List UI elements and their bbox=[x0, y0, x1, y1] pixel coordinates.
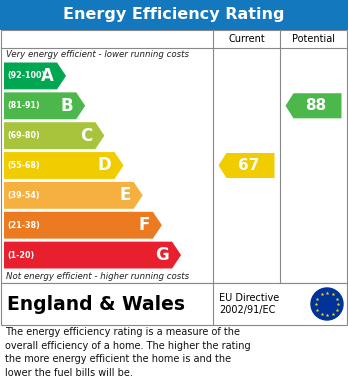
Circle shape bbox=[311, 288, 343, 320]
Polygon shape bbox=[4, 92, 85, 119]
Text: (69-80): (69-80) bbox=[7, 131, 40, 140]
Text: Very energy efficient - lower running costs: Very energy efficient - lower running co… bbox=[6, 50, 189, 59]
Text: (39-54): (39-54) bbox=[7, 191, 40, 200]
Text: England & Wales: England & Wales bbox=[7, 294, 185, 314]
Text: EU Directive: EU Directive bbox=[219, 293, 279, 303]
Text: A: A bbox=[41, 67, 54, 85]
Polygon shape bbox=[4, 122, 104, 149]
Polygon shape bbox=[4, 182, 143, 209]
Polygon shape bbox=[4, 242, 181, 269]
Text: B: B bbox=[61, 97, 73, 115]
Text: D: D bbox=[98, 156, 112, 174]
Text: Not energy efficient - higher running costs: Not energy efficient - higher running co… bbox=[6, 272, 189, 281]
Bar bbox=[1, 283, 347, 325]
Text: (81-91): (81-91) bbox=[7, 101, 40, 110]
Polygon shape bbox=[219, 153, 275, 178]
Text: The energy efficiency rating is a measure of the
overall efficiency of a home. T: The energy efficiency rating is a measur… bbox=[5, 327, 251, 378]
Text: Energy Efficiency Rating: Energy Efficiency Rating bbox=[63, 7, 285, 23]
Text: G: G bbox=[155, 246, 169, 264]
Text: E: E bbox=[119, 187, 131, 204]
Text: 2002/91/EC: 2002/91/EC bbox=[219, 305, 275, 315]
Text: F: F bbox=[139, 216, 150, 234]
Text: (92-100): (92-100) bbox=[7, 72, 45, 81]
Polygon shape bbox=[4, 212, 162, 239]
Bar bbox=[1, 30, 347, 283]
Text: (1-20): (1-20) bbox=[7, 251, 34, 260]
Text: 88: 88 bbox=[305, 98, 326, 113]
Polygon shape bbox=[4, 63, 66, 90]
Text: Current: Current bbox=[228, 34, 265, 44]
Text: 67: 67 bbox=[238, 158, 259, 173]
Polygon shape bbox=[4, 152, 124, 179]
Text: (21-38): (21-38) bbox=[7, 221, 40, 230]
Text: C: C bbox=[80, 127, 92, 145]
Text: (55-68): (55-68) bbox=[7, 161, 40, 170]
Polygon shape bbox=[285, 93, 341, 118]
Text: Potential: Potential bbox=[292, 34, 335, 44]
Bar bbox=[0, 0, 348, 30]
